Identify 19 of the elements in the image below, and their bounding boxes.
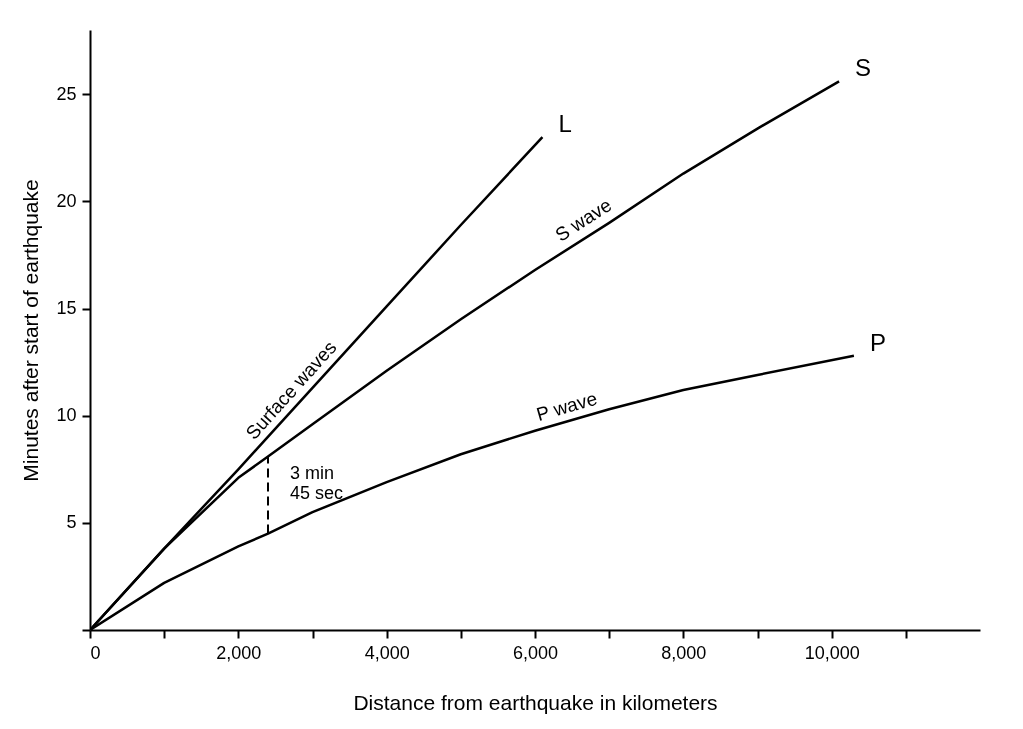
annotation: S (855, 54, 872, 82)
y-tick-label: 20 (56, 190, 77, 211)
x-tick-label: 0 (90, 642, 101, 663)
y-tick-label: 10 (56, 405, 77, 426)
y-tick-label: 5 (66, 512, 77, 533)
y-axis-title: Minutes after start of earthquake (19, 179, 43, 482)
x-axis-title: Distance from earthquake in kilometers (353, 690, 718, 714)
x-tick-label: 10,000 (804, 642, 860, 663)
text: P wave (534, 387, 600, 426)
x-tick-label: 6,000 (512, 642, 559, 663)
annotation: P (869, 328, 886, 356)
text: S wave (551, 194, 616, 246)
x-tick-label: 8,000 (661, 642, 707, 663)
x-tick-label: 2,000 (216, 642, 262, 663)
y-tick-label: 25 (56, 83, 77, 104)
annotation: L (558, 110, 572, 138)
x-tick-label: 4,000 (364, 642, 410, 663)
y-tick-label: 15 (56, 298, 77, 319)
annotation: 3 min 45 sec (290, 463, 344, 504)
